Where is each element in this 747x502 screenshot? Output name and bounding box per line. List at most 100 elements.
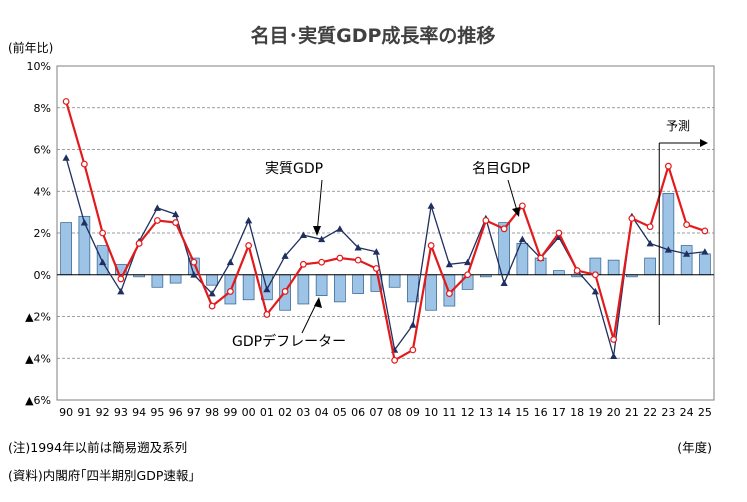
- deflator-bar: [352, 274, 364, 294]
- nominal-gdp-point: [628, 214, 636, 222]
- nominal-gdp-point: [445, 290, 453, 297]
- x-tick-label: 05: [333, 406, 347, 419]
- nominal-gdp-point: [336, 254, 344, 262]
- nominal-gdp-point: [281, 288, 289, 295]
- nominal-gdp-point: [409, 346, 417, 354]
- y-tick-label: 2%: [34, 227, 51, 240]
- annotation-deflator-arrowhead: [314, 297, 322, 308]
- nominal-gdp-point: [190, 258, 198, 266]
- real-gdp-point: [610, 352, 618, 360]
- real-gdp-point: [245, 216, 253, 224]
- x-tick-label: 93: [114, 406, 128, 419]
- x-tick-label: 13: [479, 406, 493, 419]
- annotation-nominal-gdp: 名目GDP: [472, 161, 530, 177]
- real-gdp-point: [683, 250, 691, 257]
- real-gdp-point: [208, 289, 216, 297]
- x-tick-label: 00: [242, 406, 256, 419]
- x-tick-label: 08: [388, 406, 402, 419]
- chart-title: 名目･実質GDP成長率の推移: [251, 24, 496, 47]
- note-text: (注)1994年以前は簡易遡及系列: [8, 440, 187, 455]
- nominal-gdp-point: [591, 271, 599, 279]
- nominal-gdp-point: [135, 240, 143, 247]
- deflator-bar: [169, 274, 182, 284]
- plot-border: [56, 65, 715, 401]
- nominal-gdp-point: [263, 311, 271, 318]
- x-tick-label: 06: [351, 406, 365, 419]
- nominal-gdp-point: [683, 221, 691, 229]
- real-gdp-point: [500, 279, 508, 286]
- plot-area: [56, 65, 715, 401]
- x-tick-label: 91: [77, 406, 91, 419]
- forecast-label: 予測: [666, 119, 690, 133]
- x-tick-label: 16: [534, 406, 548, 419]
- x-tick-label: 09: [406, 406, 420, 419]
- real-gdp-point: [664, 246, 672, 253]
- real-gdp-point: [226, 258, 234, 266]
- y-tick-label: 8%: [34, 102, 51, 115]
- nominal-gdp-point: [354, 256, 362, 264]
- real-gdp-point: [281, 252, 289, 259]
- nominal-gdp-point: [427, 242, 435, 249]
- x-tick-label: 24: [680, 406, 694, 419]
- nominal-gdp-path: [65, 101, 706, 363]
- nominal-gdp-point: [117, 275, 125, 283]
- nominal-gdp-point: [245, 242, 253, 249]
- forecast-arrowhead: [700, 139, 708, 147]
- real-gdp-point: [263, 285, 271, 293]
- nominal-gdp-point: [555, 229, 563, 237]
- real-gdp-point: [372, 248, 380, 255]
- real-gdp-point: [518, 235, 526, 243]
- y-tick-label: 10%: [27, 60, 51, 73]
- deflator-bar: [60, 222, 72, 276]
- nominal-gdp-point: [208, 302, 216, 310]
- x-tick-label: 14: [497, 406, 511, 419]
- real-gdp-point: [445, 260, 453, 268]
- x-tick-label: 25: [698, 406, 712, 419]
- forecast-marker: 予測: [658, 119, 708, 325]
- real-gdp-point: [299, 231, 307, 238]
- nominal-gdp-point: [701, 227, 709, 235]
- y-tick-labels: 10% 8% 6% 4% 2% 0% ▲2% ▲4% ▲6%: [25, 60, 51, 407]
- real-gdp-point: [80, 218, 88, 226]
- deflator-bars: [60, 192, 711, 311]
- annotation-real-gdp: 実質GDP: [265, 161, 323, 177]
- x-tick-label: 21: [625, 406, 639, 419]
- deflator-bar: [334, 274, 346, 303]
- deflator-bar: [206, 274, 218, 286]
- nominal-gdp-point: [391, 356, 399, 364]
- x-tick-label: 97: [187, 406, 201, 419]
- annotations: 実質GDP 名目GDP GDPデフレーター 予測: [232, 119, 708, 350]
- annotation-deflator: GDPデフレーター: [232, 333, 346, 350]
- x-tick-label: 22: [643, 406, 657, 419]
- x-tick-label: 01: [260, 406, 274, 419]
- x-tick-label: 95: [150, 406, 164, 419]
- y-axis-label: (前年比): [8, 40, 53, 55]
- real-gdp-point: [117, 287, 125, 295]
- x-tick-label: 07: [369, 406, 383, 419]
- real-gdp-point: [336, 225, 344, 232]
- real-gdp-point: [99, 258, 107, 266]
- x-tick-label: 18: [570, 406, 584, 419]
- real-gdp-point: [153, 204, 161, 211]
- deflator-bar: [315, 274, 328, 296]
- x-tick-label: 90: [59, 406, 73, 419]
- real-gdp-point: [354, 244, 362, 251]
- real-gdp-point: [701, 248, 709, 255]
- real-gdp-point: [646, 239, 654, 247]
- deflator-bar: [680, 245, 693, 276]
- x-tick-label: 12: [461, 406, 475, 419]
- nominal-gdp-point: [518, 202, 526, 210]
- x-axis-label: (年度): [677, 440, 712, 455]
- real-gdp-point: [409, 321, 417, 328]
- x-tick-label: 99: [223, 406, 237, 419]
- nominal-gdp-point: [537, 254, 545, 262]
- x-tick-label: 15: [515, 406, 529, 419]
- nominal-gdp-point: [372, 265, 380, 272]
- real-gdp-point: [427, 202, 435, 209]
- nominal-gdp-point: [99, 229, 107, 237]
- nominal-gdp-point: [482, 217, 490, 224]
- source-text: (資料)内閣府｢四半期別GDP速報｣: [8, 468, 195, 483]
- nominal-gdp-line: [62, 98, 709, 364]
- nominal-gdp-point: [318, 258, 326, 266]
